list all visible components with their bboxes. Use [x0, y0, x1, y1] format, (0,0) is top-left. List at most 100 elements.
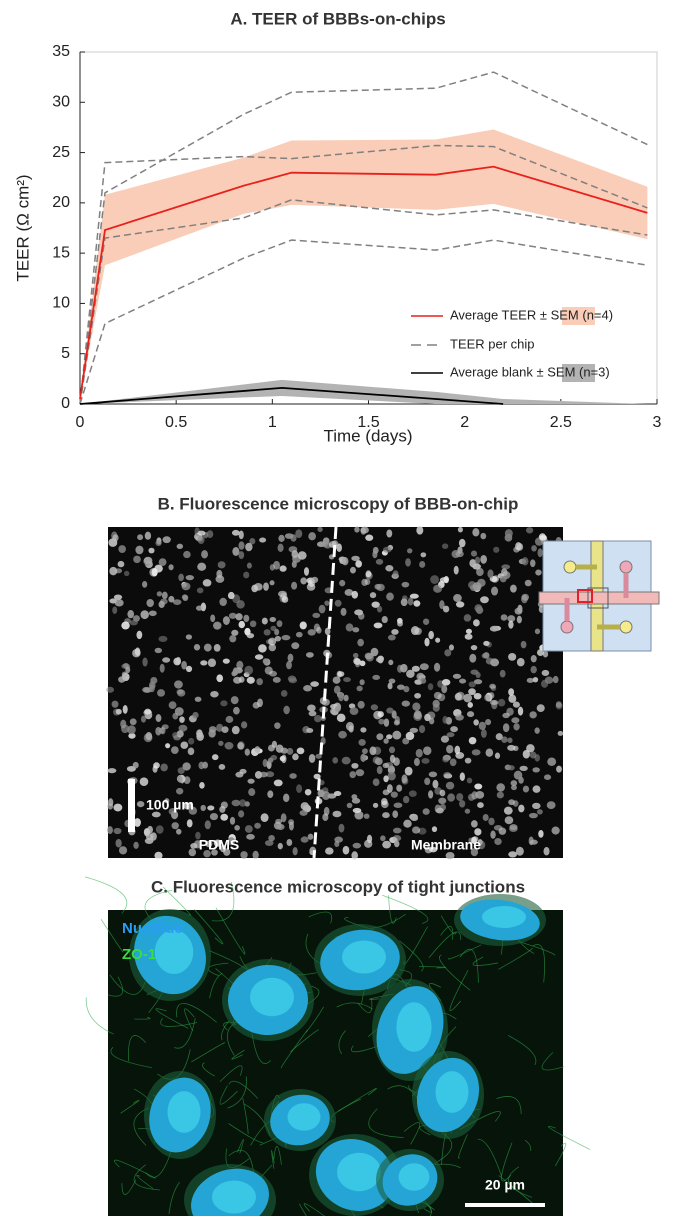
nucleus	[154, 851, 163, 860]
nucleus	[518, 804, 525, 813]
nucleus	[439, 789, 446, 797]
microscopy-image-b	[106, 526, 564, 860]
nucleus	[185, 574, 195, 581]
nucleus	[109, 566, 118, 576]
nucleus	[271, 740, 278, 749]
nucleus	[438, 797, 447, 805]
junction	[447, 944, 482, 960]
nucleus	[406, 669, 415, 678]
nucleus-core	[250, 977, 294, 1017]
nucleus	[483, 640, 490, 647]
nucleus	[254, 822, 261, 829]
nucleus	[292, 753, 299, 761]
nucleus	[310, 681, 319, 687]
nucleus	[203, 643, 212, 652]
junction	[518, 941, 556, 956]
nucleus	[494, 837, 502, 846]
nucleus	[249, 620, 257, 628]
y-tick-label: 0	[61, 395, 70, 412]
nucleus	[343, 677, 351, 683]
region-label: Membrane	[411, 837, 481, 853]
junction	[541, 1052, 565, 1071]
nucleus	[279, 755, 286, 762]
nucleus	[418, 725, 426, 734]
nucleus	[397, 620, 403, 627]
nucleus	[197, 535, 205, 545]
nucleus	[391, 710, 397, 719]
junction	[399, 940, 424, 972]
nucleus	[354, 609, 364, 616]
nucleus	[446, 732, 455, 738]
nucleus	[151, 811, 161, 818]
nucleus	[199, 781, 205, 789]
nucleus	[303, 567, 310, 576]
nucleus	[449, 758, 457, 767]
nucleus	[300, 802, 309, 811]
nucleus	[429, 846, 438, 853]
nucleus	[141, 581, 148, 588]
nucleus	[178, 724, 188, 732]
nucleus	[386, 529, 393, 538]
nucleus	[201, 550, 209, 559]
nucleus	[306, 583, 316, 591]
nucleus	[510, 780, 518, 787]
nucleus	[532, 785, 541, 793]
nucleus	[195, 605, 203, 611]
y-tick-label: 15	[52, 244, 70, 261]
nucleus	[249, 538, 256, 545]
nucleus	[168, 701, 177, 709]
nucleus	[446, 744, 454, 754]
nucleus	[419, 561, 426, 568]
nucleus	[136, 800, 145, 808]
nucleus	[532, 676, 539, 683]
x-tick-label: 3	[653, 414, 662, 431]
nucleus	[227, 591, 235, 600]
nucleus	[377, 655, 384, 664]
nucleus	[387, 771, 396, 781]
nucleus	[275, 744, 284, 753]
nucleus	[474, 556, 481, 565]
nucleus	[238, 620, 246, 629]
nucleus	[344, 589, 354, 596]
nucleus	[404, 766, 413, 776]
nucleus	[106, 686, 115, 693]
nucleus	[321, 791, 331, 800]
nucleus	[388, 746, 396, 754]
nucleus	[464, 633, 473, 640]
nucleus	[197, 530, 206, 536]
nucleus	[466, 711, 475, 718]
junction	[113, 1159, 157, 1179]
nucleus	[339, 579, 346, 587]
channel	[538, 591, 660, 605]
nucleus	[185, 634, 193, 640]
junction	[176, 1003, 217, 1023]
nucleus	[508, 620, 514, 629]
nucleus	[341, 557, 349, 566]
nucleus	[536, 809, 543, 815]
nucleus	[202, 579, 212, 587]
nucleus	[372, 546, 379, 554]
nucleus	[313, 773, 321, 780]
nucleus	[179, 716, 185, 723]
nucleus	[386, 734, 393, 740]
nucleus	[497, 698, 506, 707]
nucleus	[246, 633, 255, 639]
nucleus	[401, 700, 410, 707]
nucleus	[364, 839, 373, 848]
nucleus	[295, 631, 303, 638]
nucleus	[213, 644, 221, 652]
error-band	[80, 379, 648, 404]
nucleus	[470, 550, 478, 557]
nucleus	[162, 536, 171, 544]
nucleus	[532, 802, 541, 809]
junction	[338, 1030, 346, 1055]
nucleus	[231, 629, 239, 636]
nucleus	[407, 548, 413, 554]
nucleus	[238, 530, 244, 540]
nucleus	[542, 650, 549, 658]
panel-c-title: C. Fluorescence microscopy of tight junc…	[151, 877, 525, 896]
nucleus	[407, 597, 414, 606]
nucleus	[280, 690, 288, 697]
junction	[440, 926, 454, 940]
nucleus	[112, 606, 118, 614]
